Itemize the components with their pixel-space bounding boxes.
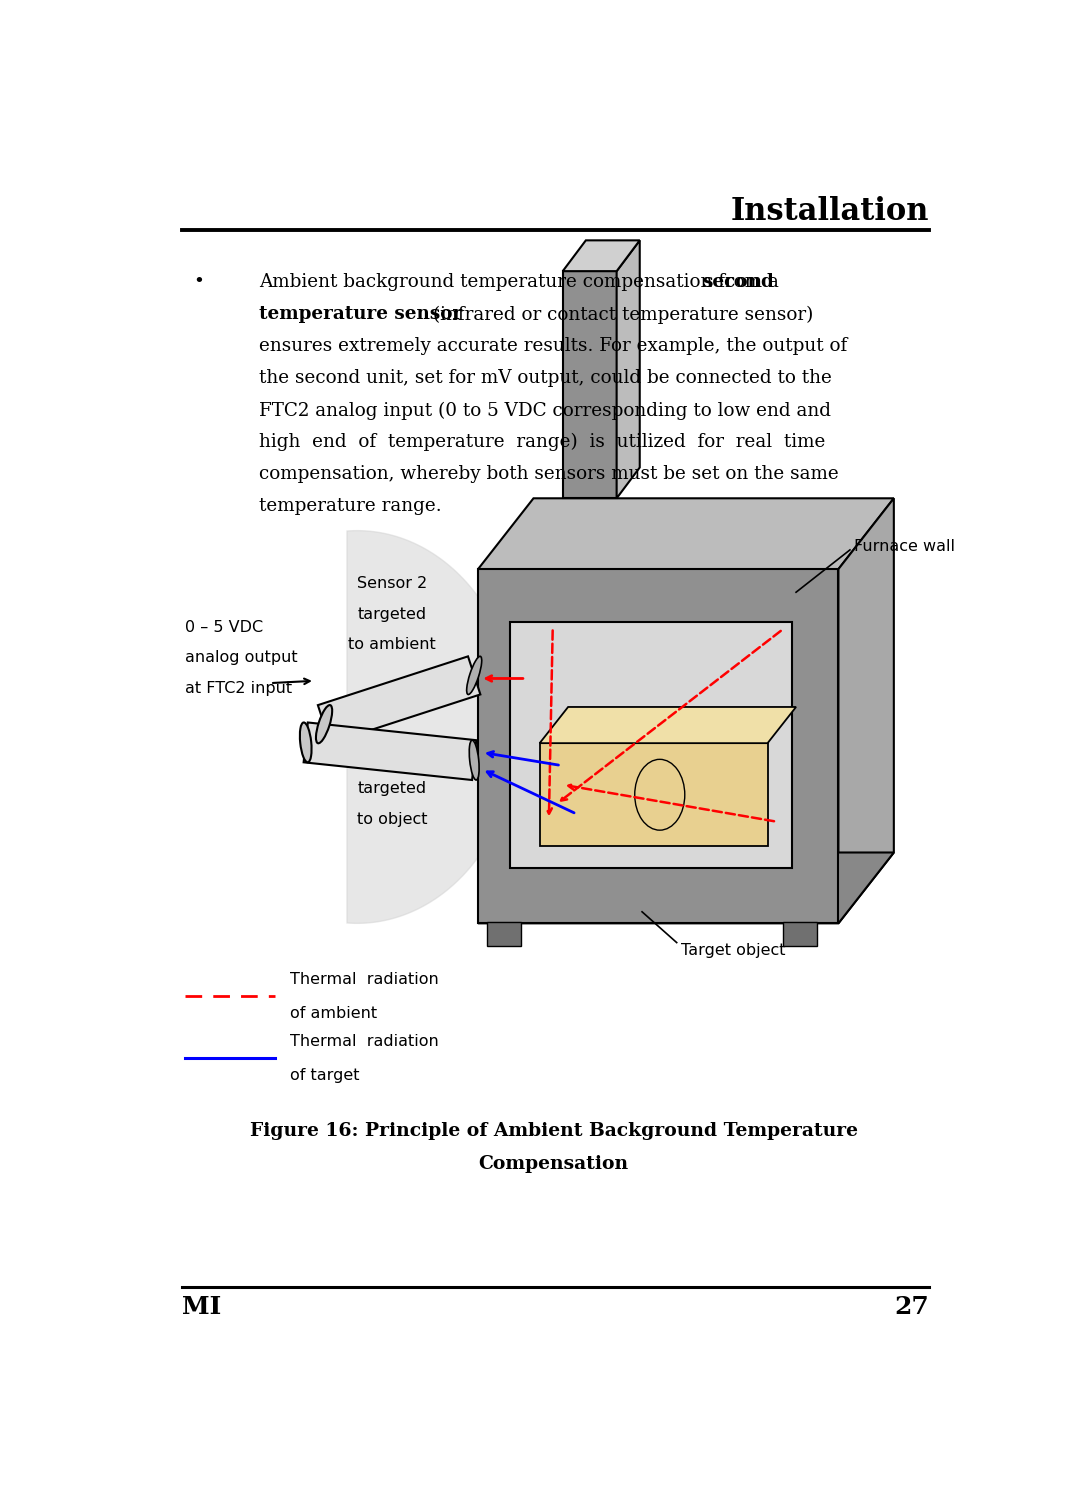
Text: the second unit, set for mV output, could be connected to the: the second unit, set for mV output, coul… <box>259 370 833 387</box>
Text: at FTC2 input: at FTC2 input <box>186 681 293 696</box>
Bar <box>478 568 838 923</box>
Text: temperature sensor: temperature sensor <box>259 305 462 323</box>
Ellipse shape <box>300 723 311 763</box>
Polygon shape <box>303 723 476 779</box>
Text: Ambient background temperature compensation from a: Ambient background temperature compensat… <box>259 274 785 292</box>
Text: ensures extremely accurate results. For example, the output of: ensures extremely accurate results. For … <box>259 338 848 356</box>
Text: of target: of target <box>291 1068 360 1083</box>
Bar <box>540 744 768 847</box>
Text: •: • <box>193 274 204 292</box>
Text: Compensation: Compensation <box>478 1155 629 1173</box>
Text: compensation, whereby both sensors must be set on the same: compensation, whereby both sensors must … <box>259 465 839 483</box>
Text: Sensor 2: Sensor 2 <box>356 576 427 591</box>
Text: of ambient: of ambient <box>291 1005 377 1020</box>
Text: (infrared or contact temperature sensor): (infrared or contact temperature sensor) <box>428 305 813 323</box>
Text: second: second <box>702 274 774 292</box>
Ellipse shape <box>469 741 480 779</box>
Bar <box>563 271 617 498</box>
Ellipse shape <box>635 760 685 830</box>
Text: Sensor 1: Sensor 1 <box>356 749 427 764</box>
Text: Target object: Target object <box>680 942 785 957</box>
Ellipse shape <box>467 657 482 694</box>
Polygon shape <box>617 241 639 498</box>
Text: Figure 16: Principle of Ambient Background Temperature: Figure 16: Principle of Ambient Backgrou… <box>249 1122 858 1140</box>
Text: 27: 27 <box>894 1296 929 1319</box>
Text: FTC2 analog input (0 to 5 VDC corresponding to low end and: FTC2 analog input (0 to 5 VDC correspond… <box>259 401 832 419</box>
Bar <box>487 922 522 947</box>
Polygon shape <box>540 708 796 744</box>
Text: temperature range.: temperature range. <box>259 497 442 515</box>
Text: Installation: Installation <box>731 196 929 227</box>
Ellipse shape <box>316 705 333 744</box>
Polygon shape <box>347 531 518 923</box>
Polygon shape <box>838 498 894 923</box>
Text: Thermal  radiation: Thermal radiation <box>291 1034 438 1049</box>
Polygon shape <box>318 657 481 744</box>
Text: 0 – 5 VDC: 0 – 5 VDC <box>186 619 264 634</box>
Text: MI: MI <box>183 1296 221 1319</box>
Text: high  end  of  temperature  range)  is  utilized  for  real  time: high end of temperature range) is utiliz… <box>259 434 826 452</box>
Text: to ambient: to ambient <box>348 636 435 652</box>
Text: analog output: analog output <box>186 651 298 666</box>
Polygon shape <box>478 853 894 923</box>
Polygon shape <box>563 241 639 271</box>
Text: targeted: targeted <box>357 606 427 621</box>
Text: Furnace wall: Furnace wall <box>854 539 955 554</box>
Text: targeted: targeted <box>357 781 427 796</box>
Text: Thermal  radiation: Thermal radiation <box>291 972 438 987</box>
Text: to object: to object <box>356 812 427 827</box>
Bar <box>511 621 793 868</box>
Bar <box>783 922 816 947</box>
Polygon shape <box>478 498 894 568</box>
